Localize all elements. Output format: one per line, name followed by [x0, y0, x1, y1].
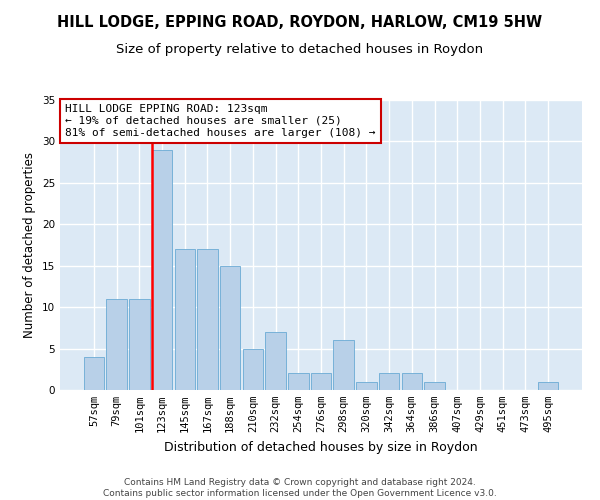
Bar: [106, 299, 127, 390]
Bar: [538, 382, 558, 390]
Y-axis label: Number of detached properties: Number of detached properties: [23, 152, 37, 338]
Bar: [334, 340, 354, 390]
Text: HILL LODGE, EPPING ROAD, ROYDON, HARLOW, CM19 5HW: HILL LODGE, EPPING ROAD, ROYDON, HARLOW,…: [58, 15, 542, 30]
Bar: [356, 382, 377, 390]
Bar: [288, 374, 308, 390]
Bar: [242, 348, 263, 390]
Bar: [401, 374, 422, 390]
Text: HILL LODGE EPPING ROAD: 123sqm
← 19% of detached houses are smaller (25)
81% of : HILL LODGE EPPING ROAD: 123sqm ← 19% of …: [65, 104, 376, 138]
Bar: [311, 374, 331, 390]
Bar: [175, 249, 195, 390]
Bar: [197, 249, 218, 390]
Bar: [424, 382, 445, 390]
Text: Contains HM Land Registry data © Crown copyright and database right 2024.
Contai: Contains HM Land Registry data © Crown c…: [103, 478, 497, 498]
Bar: [265, 332, 286, 390]
Bar: [152, 150, 172, 390]
Bar: [129, 299, 149, 390]
Bar: [379, 374, 400, 390]
Bar: [84, 357, 104, 390]
Bar: [220, 266, 241, 390]
Text: Size of property relative to detached houses in Roydon: Size of property relative to detached ho…: [116, 42, 484, 56]
X-axis label: Distribution of detached houses by size in Roydon: Distribution of detached houses by size …: [164, 440, 478, 454]
